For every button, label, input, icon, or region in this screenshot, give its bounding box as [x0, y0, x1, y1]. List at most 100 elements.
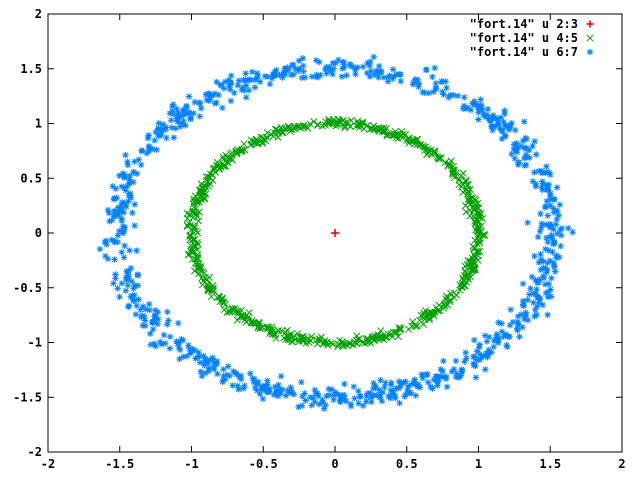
- data-point: [475, 237, 483, 246]
- data-point: [308, 402, 315, 409]
- data-point: [105, 209, 113, 217]
- data-point: [112, 271, 119, 278]
- data-point: [429, 73, 436, 81]
- data-point: [515, 159, 522, 167]
- data-point: [404, 135, 412, 143]
- data-point: [196, 99, 203, 106]
- data-point: [334, 119, 343, 127]
- data-point: [126, 247, 133, 254]
- data-point: [387, 391, 394, 399]
- data-point: [299, 55, 307, 62]
- data-point: [542, 245, 549, 253]
- data-point: [180, 353, 187, 360]
- data-point: [465, 195, 473, 203]
- data-point: [531, 138, 538, 145]
- data-point: [470, 206, 478, 214]
- data-point: [383, 131, 391, 139]
- data-point: [432, 376, 440, 383]
- data-point: [275, 381, 282, 389]
- data-point: [542, 281, 549, 288]
- data-point: [233, 150, 241, 158]
- data-point: [396, 324, 404, 332]
- y-tick-label: -1.5: [13, 390, 42, 404]
- data-point: [300, 62, 307, 69]
- data-point: [300, 68, 307, 75]
- data-point: [532, 183, 540, 190]
- data-point: [210, 287, 218, 295]
- data-point: [471, 236, 479, 244]
- data-point: [118, 217, 126, 225]
- data-point: [543, 186, 550, 193]
- data-point: [439, 367, 446, 375]
- data-point: [412, 392, 419, 399]
- data-point: [183, 210, 191, 218]
- data-point: [396, 326, 404, 334]
- data-point: [397, 77, 404, 85]
- data-point: [104, 255, 112, 263]
- data-point: [384, 74, 392, 81]
- data-point: [154, 320, 161, 328]
- data-point: [227, 79, 234, 86]
- data-point: [494, 332, 501, 340]
- data-point: [190, 224, 198, 232]
- data-point: [523, 144, 530, 152]
- data-point: [461, 267, 469, 275]
- data-point: [452, 357, 460, 365]
- data-point: [343, 72, 350, 79]
- data-point: [557, 232, 565, 239]
- data-point: [552, 221, 560, 228]
- data-point: [268, 323, 276, 331]
- data-point: [406, 382, 413, 389]
- data-point: [421, 315, 429, 323]
- data-point: [143, 149, 150, 157]
- data-point: [157, 338, 164, 346]
- data-point: [463, 261, 471, 269]
- data-point: [206, 180, 214, 188]
- data-point: [250, 138, 258, 146]
- data-point: [191, 243, 199, 251]
- data-point: [307, 336, 315, 344]
- data-point: [206, 96, 214, 103]
- data-point: [530, 299, 537, 306]
- data-point: [382, 379, 389, 386]
- data-point: [550, 241, 557, 248]
- data-point: [472, 374, 480, 381]
- data-point: [270, 329, 278, 338]
- data-point: [110, 280, 117, 287]
- data-point: [186, 232, 194, 240]
- y-tick-label: -2: [28, 445, 42, 459]
- data-point: [135, 296, 142, 303]
- data-point: [119, 199, 126, 206]
- data-point: [112, 185, 120, 193]
- data-point: [241, 382, 248, 390]
- data-point: [533, 286, 540, 293]
- data-point: [462, 349, 469, 356]
- data-point: [450, 293, 458, 302]
- data-point: [393, 71, 400, 78]
- data-point: [176, 355, 183, 363]
- data-point: [470, 353, 477, 361]
- data-point: [432, 84, 439, 92]
- data-point: [481, 332, 489, 339]
- data-point: [547, 171, 554, 178]
- data-point: [368, 125, 376, 133]
- data-point: [122, 287, 130, 294]
- data-point: [290, 71, 297, 78]
- legend-label: "fort.14" u 4:5: [470, 31, 578, 45]
- data-point: [454, 92, 462, 100]
- data-point: [207, 292, 215, 301]
- data-point: [457, 372, 465, 379]
- data-point: [464, 190, 472, 198]
- data-point: [187, 247, 195, 255]
- data-point: [540, 273, 547, 280]
- data-point: [387, 381, 395, 388]
- data-point: [331, 229, 339, 237]
- data-point: [423, 66, 430, 73]
- data-point: [558, 225, 566, 232]
- data-point: [103, 241, 110, 248]
- data-point: [295, 337, 303, 346]
- data-point: [199, 185, 207, 193]
- data-point: [333, 391, 341, 398]
- data-point: [197, 368, 205, 375]
- data-point: [116, 227, 123, 235]
